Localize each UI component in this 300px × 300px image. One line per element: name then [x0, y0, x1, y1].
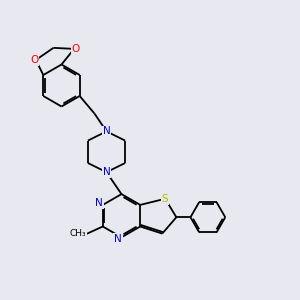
- Text: N: N: [95, 198, 103, 208]
- Text: N: N: [114, 234, 122, 244]
- Text: O: O: [71, 44, 80, 54]
- Text: N: N: [103, 167, 110, 177]
- Text: S: S: [162, 194, 169, 204]
- Text: CH₃: CH₃: [70, 230, 86, 238]
- Text: N: N: [103, 126, 110, 136]
- Text: O: O: [30, 55, 38, 65]
